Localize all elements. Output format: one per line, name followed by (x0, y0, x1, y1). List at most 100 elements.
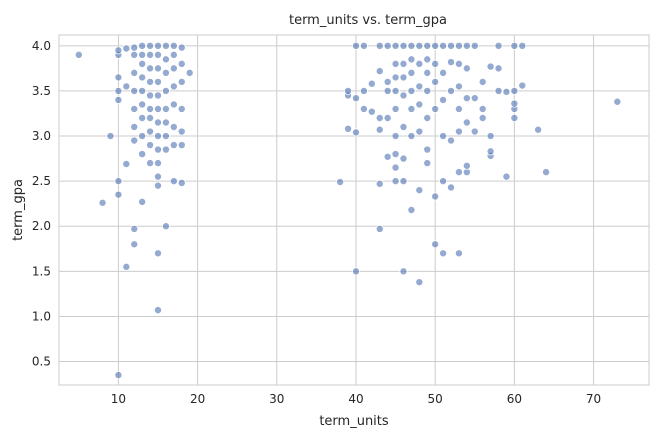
data-point (454, 127, 463, 136)
data-point (407, 55, 416, 64)
data-point (114, 177, 123, 186)
data-point (359, 86, 368, 95)
data-point (161, 145, 170, 154)
data-point (423, 159, 432, 168)
data-point (391, 150, 400, 159)
data-point (478, 77, 487, 86)
data-point (510, 86, 519, 95)
data-point (478, 113, 487, 122)
data-point (486, 62, 495, 71)
x-tick-label: 60 (507, 392, 522, 406)
data-point (153, 104, 162, 113)
data-point (169, 64, 178, 73)
data-points (74, 41, 622, 380)
data-point (431, 59, 440, 68)
data-point (439, 41, 448, 50)
data-point (415, 59, 424, 68)
data-point (415, 41, 424, 50)
data-point (169, 50, 178, 59)
y-tick-label: 0.5 (32, 355, 51, 369)
data-point (98, 198, 107, 207)
data-point (161, 132, 170, 141)
data-point (439, 95, 448, 104)
y-axis-label: term_gpa (11, 179, 26, 241)
data-point (185, 68, 194, 77)
data-point (415, 127, 424, 136)
data-point (153, 91, 162, 100)
data-point (431, 104, 440, 113)
data-point (122, 82, 131, 91)
data-point (447, 41, 456, 50)
data-point (161, 86, 170, 95)
data-point (462, 64, 471, 73)
data-point (391, 86, 400, 95)
data-point (146, 50, 155, 59)
y-tick-label: 3.0 (32, 129, 51, 143)
data-point (407, 132, 416, 141)
data-point (510, 99, 519, 108)
data-point (161, 41, 170, 50)
data-point (169, 41, 178, 50)
data-point (146, 64, 155, 73)
data-point (153, 64, 162, 73)
y-tick-labels: 0.5 1.0 1.5 2.0 2.5 3.0 3.5 4.0 (32, 39, 51, 369)
data-point (114, 371, 123, 380)
data-point (415, 100, 424, 109)
data-point (423, 145, 432, 154)
data-point (138, 59, 147, 68)
data-point (494, 86, 503, 95)
y-tick-label: 1.0 (32, 309, 51, 323)
data-point (431, 192, 440, 201)
data-point (138, 41, 147, 50)
data-point (153, 50, 162, 59)
data-point (447, 136, 456, 145)
plot-frame (58, 34, 650, 386)
data-point (407, 205, 416, 214)
data-point (122, 262, 131, 271)
data-point (177, 43, 186, 52)
data-point (146, 141, 155, 150)
data-point (169, 177, 178, 186)
data-point (462, 41, 471, 50)
data-point (383, 152, 392, 161)
data-point (375, 113, 384, 122)
data-point (462, 118, 471, 127)
data-point (613, 97, 622, 106)
x-tick-label: 70 (586, 392, 601, 406)
data-point (177, 141, 186, 150)
data-point (114, 86, 123, 95)
data-point (146, 77, 155, 86)
x-tick-label: 10 (111, 392, 126, 406)
data-point (375, 67, 384, 76)
data-point (454, 249, 463, 258)
data-point (177, 127, 186, 136)
data-point (423, 55, 432, 64)
data-point (399, 177, 408, 186)
data-point (138, 197, 147, 206)
data-point (486, 132, 495, 141)
data-point (146, 113, 155, 122)
data-point (454, 82, 463, 91)
data-point (447, 58, 456, 67)
data-point (359, 41, 368, 50)
data-point (375, 125, 384, 134)
data-point (161, 222, 170, 231)
data-point (470, 127, 479, 136)
data-point (351, 41, 360, 50)
data-point (502, 87, 511, 96)
x-tick-label: 20 (190, 392, 205, 406)
data-point (177, 59, 186, 68)
data-point (146, 104, 155, 113)
data-point (138, 100, 147, 109)
data-point (383, 113, 392, 122)
data-point (399, 123, 408, 132)
data-point (138, 113, 147, 122)
data-point (367, 79, 376, 88)
data-point (423, 113, 432, 122)
data-point (344, 86, 353, 95)
data-point (391, 41, 400, 50)
data-point (391, 132, 400, 141)
data-point (130, 86, 139, 95)
x-tick-label: 40 (348, 392, 363, 406)
